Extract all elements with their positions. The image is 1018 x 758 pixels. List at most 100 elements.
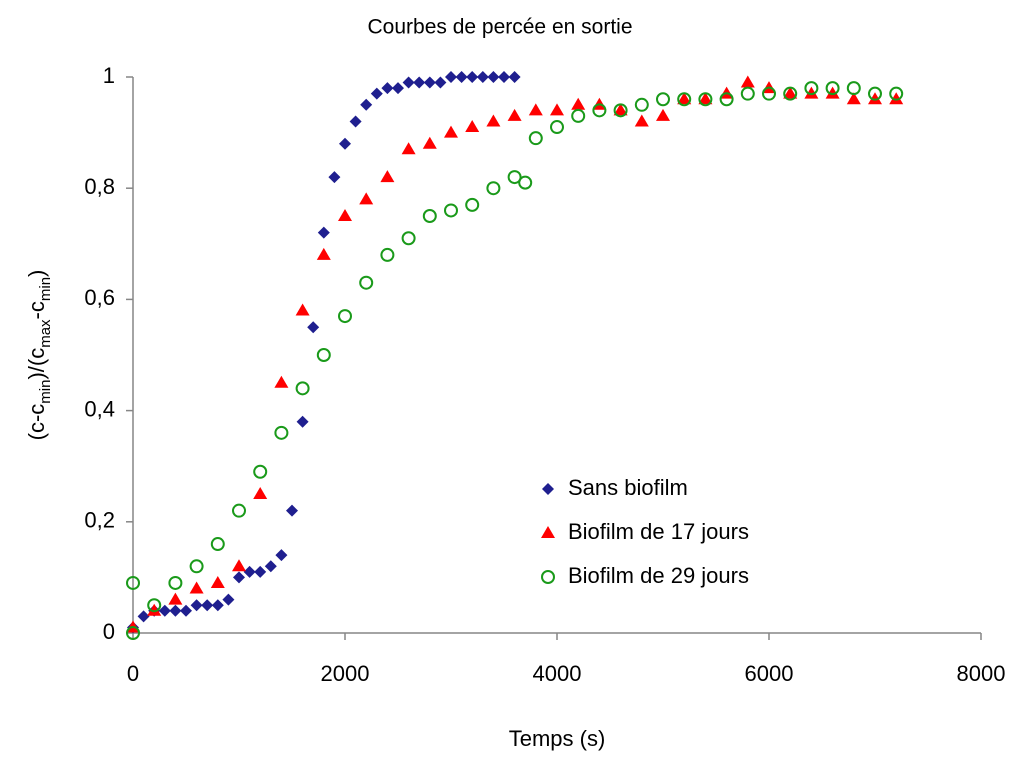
- y-tick-label: 1: [103, 63, 115, 88]
- y-axis-label-part: )/(c: [24, 348, 49, 380]
- point: [211, 599, 224, 612]
- point: [486, 181, 501, 196]
- point: [466, 71, 479, 83]
- y-axis-label-part: -c: [24, 301, 49, 319]
- point: [677, 92, 692, 107]
- legend-marker: [542, 483, 554, 495]
- point: [698, 92, 713, 107]
- point: [783, 86, 798, 101]
- point: [232, 503, 246, 518]
- point: [465, 120, 480, 133]
- point: [656, 92, 670, 107]
- point: [634, 97, 649, 112]
- legend-label: Biofilm de 29 jours: [568, 563, 749, 588]
- point: [286, 504, 298, 517]
- point: [168, 575, 183, 590]
- point: [169, 604, 182, 617]
- point: [338, 209, 352, 221]
- point: [381, 82, 394, 95]
- point: [380, 247, 395, 262]
- point: [370, 87, 383, 100]
- legend-label: Biofilm de 17 jours: [568, 519, 749, 544]
- point: [423, 76, 436, 89]
- x-tick-label: 0: [127, 661, 139, 686]
- y-axis-label-part: min: [37, 277, 54, 301]
- point: [434, 76, 447, 89]
- y-tick-label: 0,6: [84, 285, 115, 310]
- point: [180, 604, 192, 617]
- point: [349, 115, 362, 128]
- point: [783, 86, 798, 99]
- point: [253, 487, 268, 499]
- point: [360, 98, 373, 111]
- point: [158, 604, 171, 617]
- point: [846, 92, 861, 105]
- point: [804, 81, 819, 96]
- point: [190, 599, 203, 612]
- point: [762, 86, 776, 101]
- chart-title: Courbes de percée en sortie: [368, 16, 633, 39]
- x-tick-label: 6000: [745, 661, 794, 686]
- point: [274, 425, 289, 440]
- point: [444, 203, 458, 218]
- point: [550, 103, 564, 116]
- point: [444, 125, 458, 138]
- legend-marker: [541, 526, 555, 538]
- point: [550, 120, 564, 135]
- y-axis-label: (c-cmin)/(cmax-cmin): [24, 270, 55, 441]
- point: [296, 415, 309, 428]
- legend-label: Sans biofilm: [568, 475, 688, 500]
- point: [571, 97, 586, 110]
- x-axis-label: Temps (s): [509, 726, 606, 751]
- point: [232, 559, 246, 572]
- point: [338, 309, 352, 324]
- x-tick-label: 4000: [533, 661, 582, 686]
- legend-marker: [541, 570, 555, 584]
- point: [317, 226, 330, 239]
- point: [889, 86, 904, 101]
- x-tick-label: 8000: [957, 661, 1006, 686]
- point: [719, 92, 734, 107]
- point: [507, 170, 522, 185]
- y-axis-label-part: max: [37, 319, 54, 348]
- point: [316, 247, 331, 260]
- point: [413, 76, 426, 89]
- point: [889, 92, 904, 105]
- point: [868, 86, 882, 101]
- y-axis-label-part: (c-c: [24, 404, 49, 441]
- point: [380, 170, 395, 183]
- point: [498, 71, 510, 83]
- point: [222, 593, 235, 606]
- point: [147, 603, 162, 616]
- point: [634, 114, 649, 127]
- point: [233, 571, 245, 584]
- point: [507, 108, 522, 121]
- point: [328, 171, 341, 184]
- point: [528, 131, 543, 146]
- point: [359, 192, 374, 205]
- point: [422, 136, 437, 149]
- point: [740, 75, 755, 88]
- point: [486, 114, 501, 127]
- point: [210, 537, 225, 552]
- y-axis-label-part: ): [24, 270, 49, 277]
- point: [295, 381, 310, 396]
- point: [126, 626, 140, 640]
- point: [137, 610, 150, 623]
- point: [189, 581, 204, 594]
- point: [445, 71, 457, 83]
- point: [698, 92, 713, 105]
- point: [201, 599, 214, 612]
- y-tick-label: 0,8: [84, 174, 115, 199]
- point: [465, 197, 480, 212]
- point: [613, 103, 628, 116]
- point: [508, 71, 521, 83]
- point: [253, 464, 268, 479]
- point: [274, 375, 289, 388]
- point: [401, 231, 416, 246]
- point: [307, 321, 320, 334]
- y-tick-label: 0,2: [84, 508, 115, 533]
- x-tick-label: 2000: [321, 661, 370, 686]
- point: [740, 86, 755, 101]
